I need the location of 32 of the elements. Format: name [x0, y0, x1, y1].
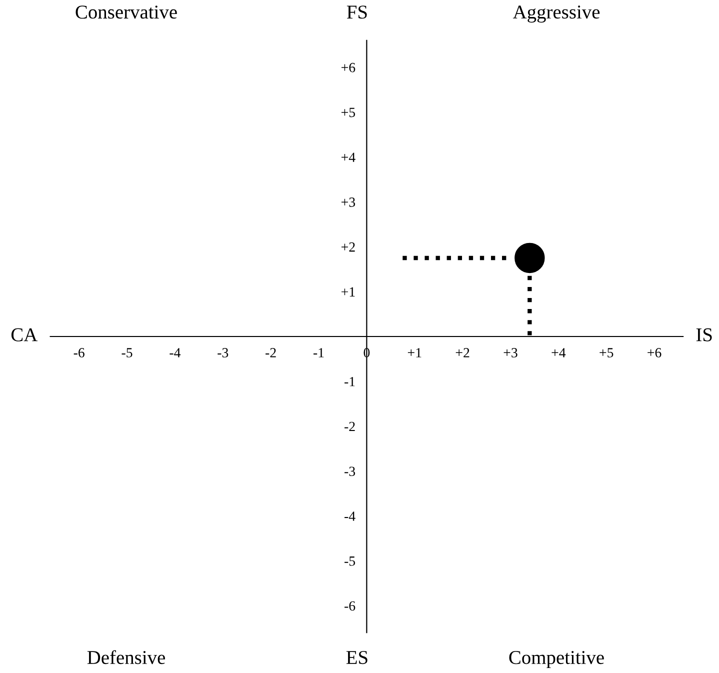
text: ES: [346, 651, 368, 664]
x-tick-label: +2: [456, 348, 470, 358]
y-tick-label: -3: [344, 466, 356, 476]
x-tick-label: -5: [122, 348, 132, 358]
x-tick-label: -3: [218, 348, 228, 358]
y-tick-label: +3: [341, 198, 356, 207]
text: IS: [696, 328, 712, 342]
text: CA: [11, 328, 38, 342]
y-tick-label: -5: [344, 556, 356, 566]
x-tick-label: +6: [648, 348, 662, 358]
x-tick-label: +4: [552, 348, 566, 358]
y-tick-label: -1: [344, 377, 355, 386]
y-tick-label: +6: [341, 62, 356, 72]
text: FS: [346, 6, 367, 19]
x-tick-label: -2: [266, 348, 276, 358]
x-tick-label: +1: [408, 348, 422, 358]
x-tick-label: +3: [504, 348, 518, 358]
text: Conservative: [76, 6, 177, 19]
y-tick-label: -2: [344, 422, 355, 432]
text: Aggressive: [512, 6, 600, 23]
x-tick-label: +5: [600, 348, 614, 358]
x-tick-label: -1: [313, 348, 324, 358]
y-tick-label: +1: [341, 287, 355, 296]
y-tick-label: +5: [341, 108, 356, 118]
text: Competitive: [509, 651, 604, 668]
y-tick-label: -6: [344, 601, 356, 611]
y-tick-label: +4: [341, 152, 356, 162]
y-tick-label: -4: [344, 512, 356, 521]
text: Defensive: [87, 650, 165, 664]
y-tick-label: +2: [341, 242, 355, 252]
x-tick-label: -4: [170, 348, 181, 358]
x-tick-label: -6: [74, 348, 84, 358]
